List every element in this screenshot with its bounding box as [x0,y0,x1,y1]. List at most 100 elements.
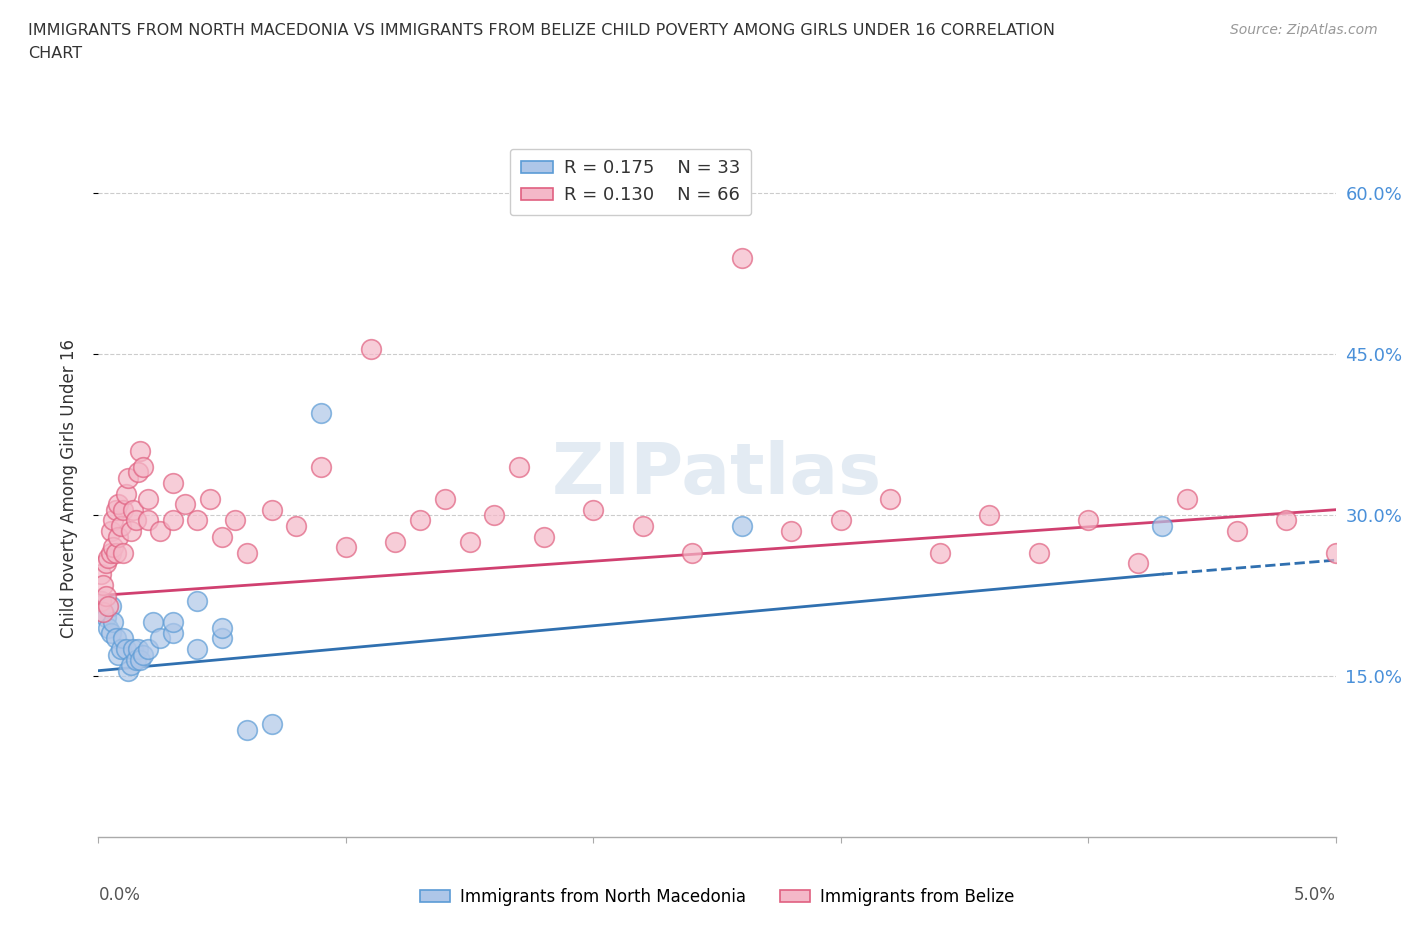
Text: 0.0%: 0.0% [98,885,141,904]
Point [731,518,754,533]
Point [90,593,112,608]
Point [309,405,332,420]
Point [93,578,115,592]
Point [110,518,132,533]
Point [149,631,172,646]
Point [132,459,155,474]
Point [107,529,129,544]
Point [681,545,703,560]
Point [104,545,127,560]
Point [127,642,149,657]
Point [149,524,172,538]
Point [124,653,146,668]
Point [103,513,125,528]
Point [260,502,283,517]
Legend: Immigrants from North Macedonia, Immigrants from Belize: Immigrants from North Macedonia, Immigra… [413,881,1021,912]
Point [94,556,117,571]
Text: IMMIGRANTS FROM NORTH MACEDONIA VS IMMIGRANTS FROM BELIZE CHILD POVERTY AMONG GI: IMMIGRANTS FROM NORTH MACEDONIA VS IMMIG… [28,23,1054,38]
Point [433,492,456,507]
Point [107,497,129,512]
Point [142,615,165,630]
Point [631,518,654,533]
Point [484,508,506,523]
Point [360,341,382,356]
Point [103,539,125,554]
Point [122,502,145,517]
Point [120,524,142,538]
Point [110,642,132,657]
Point [107,647,129,662]
Text: 5.0%: 5.0% [1294,885,1336,904]
Point [174,497,197,512]
Point [94,609,117,624]
Point [114,486,136,501]
Point [132,647,155,662]
Point [186,642,208,657]
Point [731,250,754,265]
Point [1152,518,1174,533]
Point [335,539,357,554]
Point [129,653,152,668]
Point [112,502,135,517]
Point [103,615,125,630]
Point [127,465,149,480]
Point [211,620,233,635]
Point [285,518,308,533]
Point [928,545,950,560]
Point [104,502,127,517]
Point [112,631,135,646]
Point [100,545,122,560]
Point [1126,556,1149,571]
Point [458,535,481,550]
Point [1275,513,1298,528]
Point [186,593,208,608]
Point [309,459,332,474]
Point [198,492,221,507]
Point [162,475,184,490]
Point [90,566,112,581]
Text: ZIPatlas: ZIPatlas [553,440,882,509]
Point [136,492,159,507]
Point [136,513,159,528]
Point [122,642,145,657]
Point [236,545,259,560]
Text: Source: ZipAtlas.com: Source: ZipAtlas.com [1230,23,1378,37]
Point [1226,524,1249,538]
Point [780,524,803,538]
Point [129,444,152,458]
Point [124,513,146,528]
Point [211,529,233,544]
Point [260,717,283,732]
Point [1028,545,1050,560]
Point [533,529,555,544]
Point [979,508,1001,523]
Point [384,535,406,550]
Point [582,502,605,517]
Point [1077,513,1099,528]
Point [90,593,112,608]
Point [120,658,142,672]
Point [162,513,184,528]
Point [508,459,530,474]
Point [93,604,115,619]
Point [162,626,184,641]
Y-axis label: Child Poverty Among Girls Under 16: Child Poverty Among Girls Under 16 [59,339,77,638]
Point [409,513,432,528]
Point [94,588,117,603]
Point [236,723,259,737]
Point [100,626,122,641]
Point [1324,545,1347,560]
Point [1175,492,1198,507]
Point [97,551,120,565]
Point [97,599,120,614]
Point [100,524,122,538]
Point [830,513,852,528]
Point [117,470,139,485]
Point [112,545,135,560]
Point [224,513,246,528]
Point [136,642,159,657]
Point [162,615,184,630]
Point [186,513,208,528]
Point [879,492,901,507]
Text: CHART: CHART [28,46,82,61]
